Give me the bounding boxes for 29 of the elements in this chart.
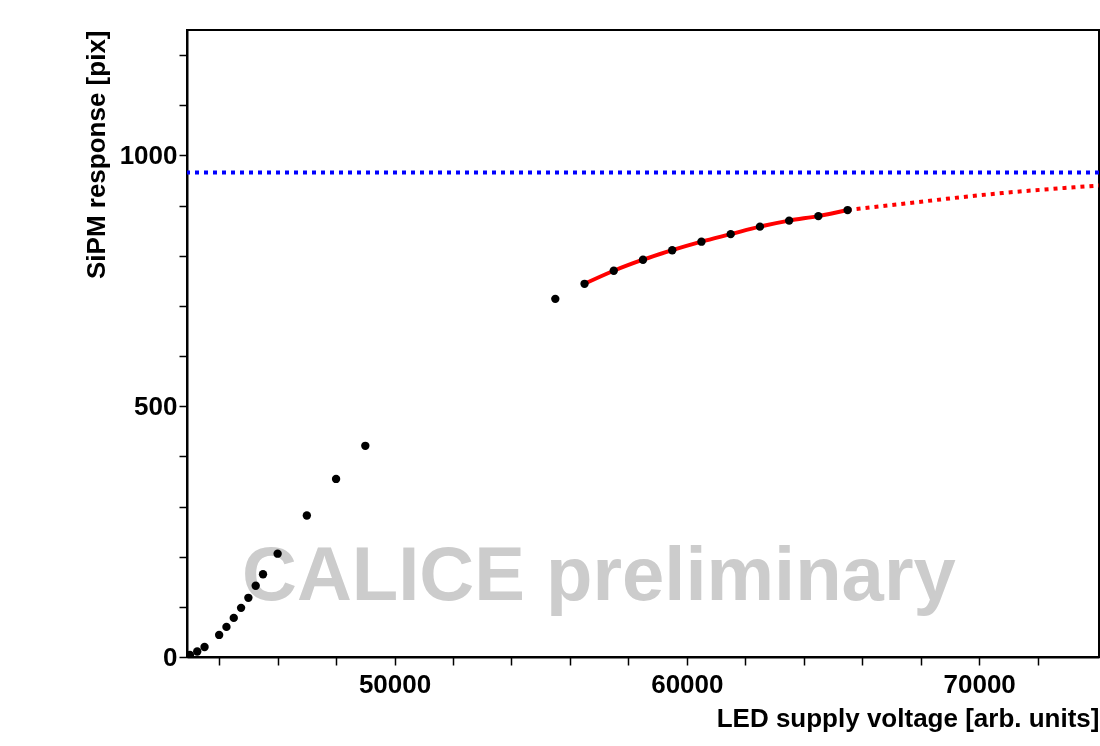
point <box>361 441 370 450</box>
x-tick-label: 70000 <box>943 668 1016 699</box>
point <box>193 647 202 656</box>
point <box>843 205 852 215</box>
point <box>214 630 224 640</box>
point <box>784 216 794 225</box>
y-tick-label: 0 <box>163 641 178 672</box>
x-tick-label: 50000 <box>358 668 432 699</box>
point <box>726 229 735 239</box>
point <box>697 237 706 246</box>
point <box>814 211 823 221</box>
point <box>200 642 209 652</box>
point <box>551 294 560 304</box>
x-tick-label: 60000 <box>651 668 724 699</box>
y-tick-label: 1000 <box>119 139 178 170</box>
point <box>668 246 677 255</box>
x-axis-title: LED supply voltage [arb. units] <box>716 702 1100 733</box>
point <box>755 222 765 231</box>
point <box>222 622 231 632</box>
point <box>187 650 195 657</box>
y-axis-title: SiPM response [pix] <box>80 30 111 279</box>
point <box>580 279 589 288</box>
point <box>609 266 618 275</box>
point <box>302 511 312 520</box>
point <box>638 255 648 264</box>
point <box>236 603 246 613</box>
point <box>229 613 238 623</box>
point <box>331 474 341 484</box>
y-tick-label: 500 <box>134 390 178 421</box>
